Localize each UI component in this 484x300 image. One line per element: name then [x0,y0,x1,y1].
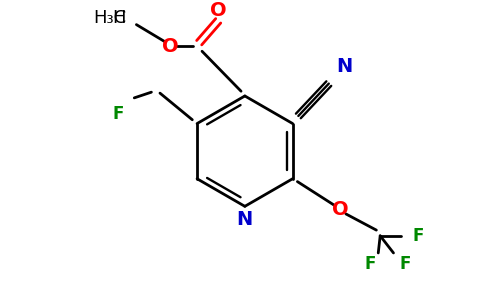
Text: H₃C: H₃C [93,9,126,27]
Text: F: F [412,227,424,245]
Text: N: N [336,57,353,76]
Text: H: H [112,9,126,27]
Text: O: O [210,1,227,20]
Text: O: O [162,37,179,56]
Text: N: N [237,210,253,229]
Text: F: F [112,104,124,122]
Text: O: O [332,200,348,219]
Text: F: F [399,255,410,273]
Text: F: F [365,255,377,273]
